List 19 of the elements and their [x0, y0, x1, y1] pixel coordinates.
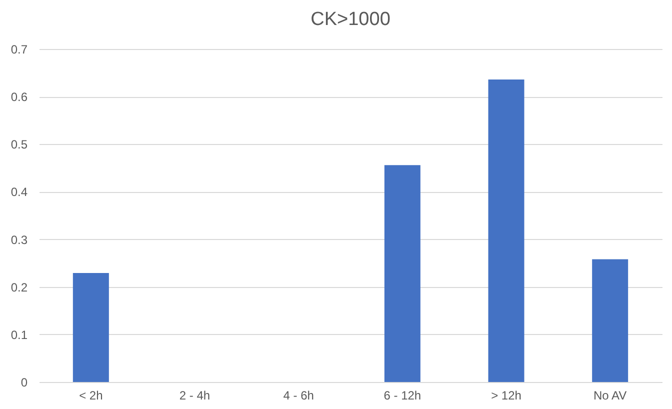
y-tick-label: 0.1 [10, 328, 28, 342]
y-tick-label: 0.3 [10, 232, 28, 247]
x-tick-label: < 2h [79, 388, 103, 402]
x-tick-label: 6 - 12h [384, 388, 422, 402]
bar [488, 79, 524, 382]
y-tick-label: 0.2 [10, 280, 28, 294]
bar [72, 273, 109, 382]
y-tick-label: 0.4 [10, 185, 28, 200]
x-tick-label: 4 - 6h [283, 388, 314, 402]
chart-title: CK>1000 [310, 9, 390, 30]
y-tick-label: 0.6 [10, 90, 28, 104]
bar [384, 165, 420, 382]
y-tick-label: 0 [20, 376, 28, 390]
x-tick-label: > 12h [491, 388, 522, 402]
y-tick-label: 0.5 [10, 138, 28, 152]
x-tick-label: 2 - 4h [179, 388, 210, 402]
bar [592, 259, 628, 382]
x-tick-label: No AV [594, 388, 627, 402]
y-tick-label: 0.7 [10, 42, 28, 56]
